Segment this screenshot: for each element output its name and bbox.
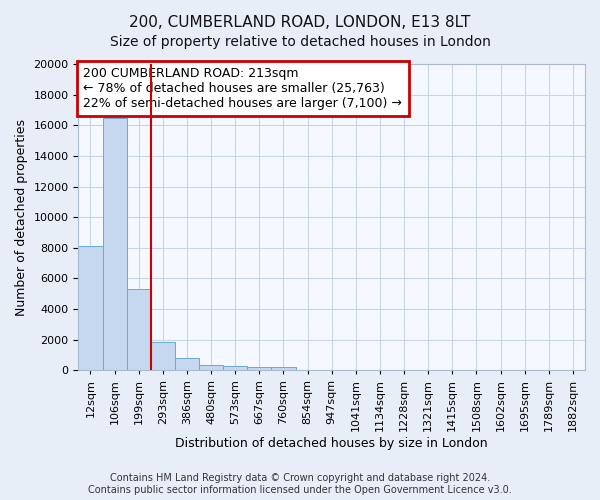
Bar [247, 367, 271, 370]
Text: Size of property relative to detached houses in London: Size of property relative to detached ho… [110, 35, 490, 49]
Bar [151, 342, 175, 370]
Text: Contains HM Land Registry data © Crown copyright and database right 2024.
Contai: Contains HM Land Registry data © Crown c… [88, 474, 512, 495]
Bar [103, 118, 127, 370]
Bar [223, 366, 247, 370]
Bar [271, 367, 296, 370]
X-axis label: Distribution of detached houses by size in London: Distribution of detached houses by size … [175, 437, 488, 450]
Bar [175, 358, 199, 370]
Bar [79, 246, 103, 370]
Text: 200 CUMBERLAND ROAD: 213sqm
← 78% of detached houses are smaller (25,763)
22% of: 200 CUMBERLAND ROAD: 213sqm ← 78% of det… [83, 67, 403, 110]
Bar [199, 365, 223, 370]
Text: 200, CUMBERLAND ROAD, LONDON, E13 8LT: 200, CUMBERLAND ROAD, LONDON, E13 8LT [130, 15, 470, 30]
Y-axis label: Number of detached properties: Number of detached properties [15, 118, 28, 316]
Bar [127, 289, 151, 370]
